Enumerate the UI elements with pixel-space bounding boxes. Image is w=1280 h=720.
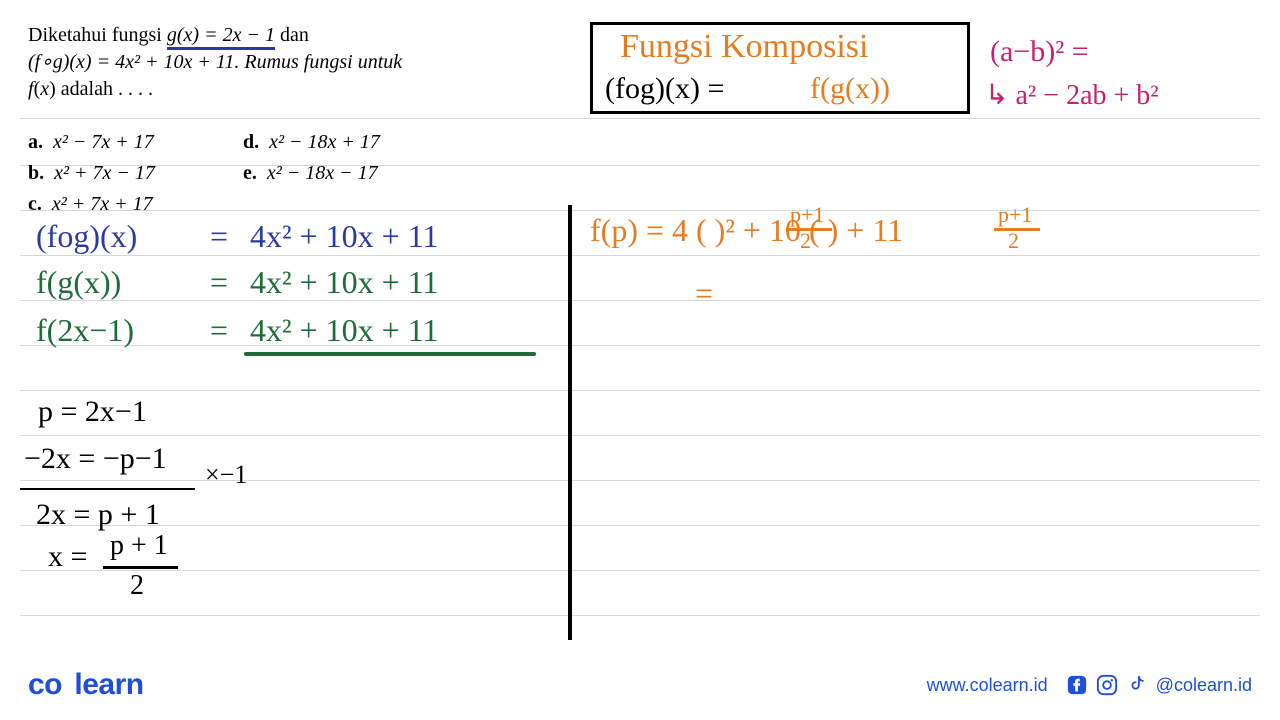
footer: co learn www.colearn.id @colearn.id	[28, 668, 1252, 702]
footer-handle: @colearn.id	[1156, 675, 1252, 696]
wl2-lhs: f(g(x))	[36, 264, 121, 301]
identity-rhs: ↳ a² − 2ab + b²	[985, 78, 1159, 112]
wl2-eq: =	[210, 264, 228, 301]
p4-frac-line	[103, 566, 178, 569]
strike-line	[20, 488, 195, 490]
p3: 2x = p + 1	[36, 498, 160, 532]
facebook-icon	[1066, 674, 1088, 696]
p4-lhs: x =	[48, 540, 87, 574]
problem-line2: (f∘g)(x) = 4x² + 10x + 11. Rumus fungsi …	[28, 49, 402, 76]
wl3-lhs: f(2x−1)	[36, 312, 134, 349]
logo-learn: learn	[74, 668, 143, 701]
footer-url: www.colearn.id	[927, 675, 1048, 696]
p2-note: ×−1	[205, 460, 247, 490]
wl1-rhs: 4x² + 10x + 11	[250, 218, 439, 255]
wl1-lhs: (fog)(x)	[36, 218, 137, 255]
box-def-lhs: (fog)(x) =	[605, 72, 724, 106]
problem-line1-under: g(x) = 2x − 1	[167, 24, 275, 50]
p2: −2x = −p−1	[24, 442, 167, 476]
fr2-den: 2	[1008, 228, 1019, 254]
fr1-den: 2	[800, 228, 811, 254]
opt-b: x² + 7x − 17	[54, 162, 155, 184]
opt-e: x² − 18x − 17	[267, 162, 378, 184]
options: a.x² − 7x + 17 b.x² + 7x − 17 c.x² + 7x …	[28, 128, 380, 221]
fp-expr: f(p) = 4 ( )² + 10 ( ) + 11	[590, 212, 903, 249]
logo-co: co	[28, 668, 62, 701]
p4-den: 2	[130, 570, 144, 602]
box-title: Fungsi Komposisi	[620, 28, 868, 66]
wl1-eq: =	[210, 218, 228, 255]
wl3-eq: =	[210, 312, 228, 349]
eq2: =	[695, 275, 713, 312]
box-def-rhs: f(g(x))	[810, 72, 890, 106]
instagram-icon	[1096, 674, 1118, 696]
p1: p = 2x−1	[38, 395, 147, 429]
tiktok-icon	[1126, 674, 1148, 696]
p4-num: p + 1	[110, 530, 168, 562]
fr2-num: p+1	[998, 202, 1032, 228]
identity-lhs: (a−b)² =	[990, 35, 1089, 69]
problem-line3: f(x) adalah . . . .	[28, 76, 402, 103]
underline-green	[244, 352, 536, 356]
fr1-num: p+1	[790, 202, 824, 228]
problem-line1-post: dan	[275, 24, 309, 46]
opt-c: x² + 7x + 17	[52, 193, 153, 215]
wl2-rhs: 4x² + 10x + 11	[250, 264, 439, 301]
problem-line1-pre: Diketahui fungsi	[28, 24, 167, 46]
wl3-rhs: 4x² + 10x + 11	[250, 312, 439, 349]
social-icons: @colearn.id	[1066, 674, 1252, 696]
vertical-divider	[568, 205, 572, 640]
opt-a: x² − 7x + 17	[53, 131, 154, 153]
problem-text: Diketahui fungsi g(x) = 2x − 1 dan (f∘g)…	[28, 22, 402, 103]
opt-d: x² − 18x + 17	[269, 131, 380, 153]
logo: co learn	[28, 668, 144, 702]
